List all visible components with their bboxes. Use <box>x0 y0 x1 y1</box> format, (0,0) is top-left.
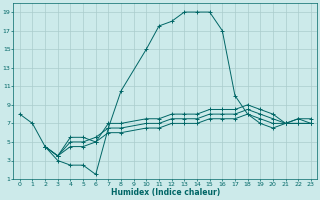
X-axis label: Humidex (Indice chaleur): Humidex (Indice chaleur) <box>111 188 220 197</box>
